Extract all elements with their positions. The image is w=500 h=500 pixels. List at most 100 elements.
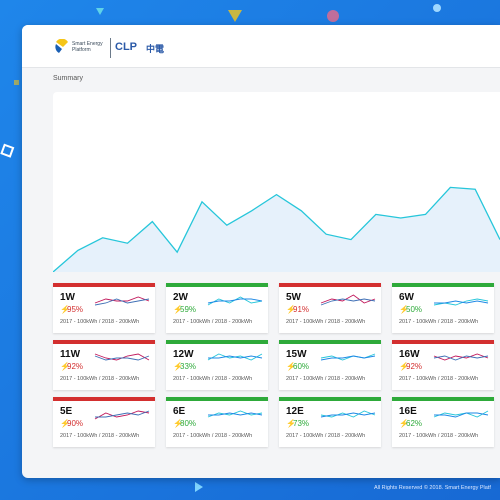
status-bar: [392, 397, 494, 401]
section-title: Summary: [53, 75, 83, 82]
sparkline-series: [320, 412, 376, 418]
usage: 91%: [293, 305, 310, 314]
sparkline-series: [320, 355, 376, 361]
status-bar: [279, 283, 381, 287]
sparkline-series: [94, 296, 150, 304]
footer: All Rights Reserved © 2018. Smart Energy…: [374, 485, 491, 491]
bolt-icon: ⚡: [399, 305, 409, 314]
zone-name: 12W: [173, 349, 194, 360]
brand-name: Smart Energy Platform: [72, 41, 103, 53]
note: 2017 - 100kWh / 2018 - 200kWh: [60, 376, 140, 382]
note: 2017 - 100kWh / 2018 - 200kWh: [173, 319, 253, 325]
partner-name: CLP: [115, 41, 137, 53]
zone-name: 2W: [173, 292, 188, 303]
sparkline: [320, 353, 376, 361]
bolt-icon: ⚡: [60, 419, 70, 428]
status-bar: [166, 397, 268, 401]
sparkline-series: [434, 412, 489, 418]
summary-chart: [52, 92, 500, 273]
note: 2017 - 100kWh / 2018 - 200kWh: [286, 433, 366, 439]
usage: 95%: [67, 305, 84, 314]
area-fill: [53, 187, 500, 272]
bolt-icon: ⚡: [60, 305, 70, 314]
status-bar: [166, 283, 268, 287]
chart-canvas: [52, 186, 500, 273]
sparkline-series: [207, 298, 263, 304]
sparkline-series: [94, 298, 150, 306]
sparkline: [320, 410, 376, 418]
zone-card: 16E ⚡ 62% 2017 - 100kWh / 2018 - 200kWh: [392, 397, 494, 447]
bolt-icon: ⚡: [60, 362, 70, 371]
sparkline: [94, 353, 150, 361]
zone-name: 15W: [286, 349, 307, 360]
note: 2017 - 100kWh / 2018 - 200kWh: [399, 433, 479, 439]
logo: [55, 39, 68, 53]
sparkline-series: [320, 410, 376, 418]
usage: 62%: [406, 419, 423, 428]
zone-card: 16W ⚡ 92% 2017 - 100kWh / 2018 - 200kWh: [392, 340, 494, 390]
zone-name: 16E: [399, 406, 417, 417]
zone-card: 1W ⚡ 95% 2017 - 100kWh / 2018 - 200kWh: [53, 283, 155, 333]
sparkline: [207, 353, 263, 361]
note: 2017 - 100kWh / 2018 - 200kWh: [173, 376, 253, 382]
note: 2017 - 100kWh / 2018 - 200kWh: [60, 433, 140, 439]
sparkline-series: [95, 410, 150, 418]
zone-name: 5E: [60, 406, 73, 417]
bolt-icon: ⚡: [173, 305, 183, 314]
bolt-icon: ⚡: [173, 419, 183, 428]
bolt-icon: ⚡: [399, 362, 409, 371]
sparkline-series: [433, 353, 489, 361]
zone-card: 12W ⚡ 33% 2017 - 100kWh / 2018 - 200kWh: [166, 340, 268, 390]
sparkline: [320, 294, 376, 306]
sparkline-series: [208, 412, 263, 416]
status-bar: [279, 340, 381, 344]
status-bar: [392, 283, 494, 287]
zone-name: 1W: [60, 292, 75, 303]
usage: 90%: [67, 419, 84, 428]
zone-name: 6E: [173, 406, 186, 417]
zone-card: 11W ⚡ 92% 2017 - 100kWh / 2018 - 200kWh: [53, 340, 155, 390]
usage: 50%: [406, 305, 423, 314]
line: [52, 186, 500, 273]
zone-card: 5W ⚡ 91% 2017 - 100kWh / 2018 - 200kWh: [279, 283, 381, 333]
sparkline-series: [207, 410, 263, 418]
sparkline-series: [320, 298, 376, 306]
sparkline-series: [433, 355, 489, 361]
zone-card: 6W ⚡ 50% 2017 - 100kWh / 2018 - 200kWh: [392, 283, 494, 333]
bolt-icon: ⚡: [173, 362, 183, 371]
zone-name: 16W: [399, 349, 420, 360]
usage: 73%: [293, 419, 310, 428]
sparkline: [94, 296, 150, 306]
usage: 92%: [406, 362, 423, 371]
zone-card: 15W ⚡ 60% 2017 - 100kWh / 2018 - 200kWh: [279, 340, 381, 390]
status-bar: [53, 340, 155, 344]
zone-name: 6W: [399, 292, 414, 303]
usage: 80%: [180, 419, 197, 428]
zone-name: 12E: [286, 406, 304, 417]
sparkline: [94, 410, 150, 420]
partner-name-chinese: 中電: [146, 44, 165, 54]
bolt-icon: ⚡: [286, 419, 296, 428]
usage: 59%: [180, 305, 197, 314]
zone-name: 5W: [286, 292, 301, 303]
sparkline-series: [208, 355, 263, 359]
sparkline: [207, 296, 263, 306]
bolt-icon: ⚡: [286, 305, 296, 314]
sparkline: [207, 410, 263, 418]
sparkline-series: [94, 355, 150, 361]
note: 2017 - 100kWh / 2018 - 200kWh: [60, 319, 140, 325]
bolt-icon: ⚡: [399, 419, 409, 428]
zone-name: 11W: [60, 349, 81, 360]
note: 2017 - 100kWh / 2018 - 200kWh: [399, 319, 479, 325]
note: 2017 - 100kWh / 2018 - 200kWh: [286, 376, 366, 382]
note: 2017 - 100kWh / 2018 - 200kWh: [286, 319, 366, 325]
header: Smart Energy Platform CLP 中電: [22, 25, 500, 68]
usage: 60%: [293, 362, 310, 371]
zone-card: 6E ⚡ 80% 2017 - 100kWh / 2018 - 200kWh: [166, 397, 268, 447]
usage: 33%: [180, 362, 197, 371]
status-bar: [53, 397, 155, 401]
zone-card: 12E ⚡ 73% 2017 - 100kWh / 2018 - 200kWh: [279, 397, 381, 447]
sparkline-series: [434, 300, 489, 304]
sparkline-series: [207, 296, 263, 306]
